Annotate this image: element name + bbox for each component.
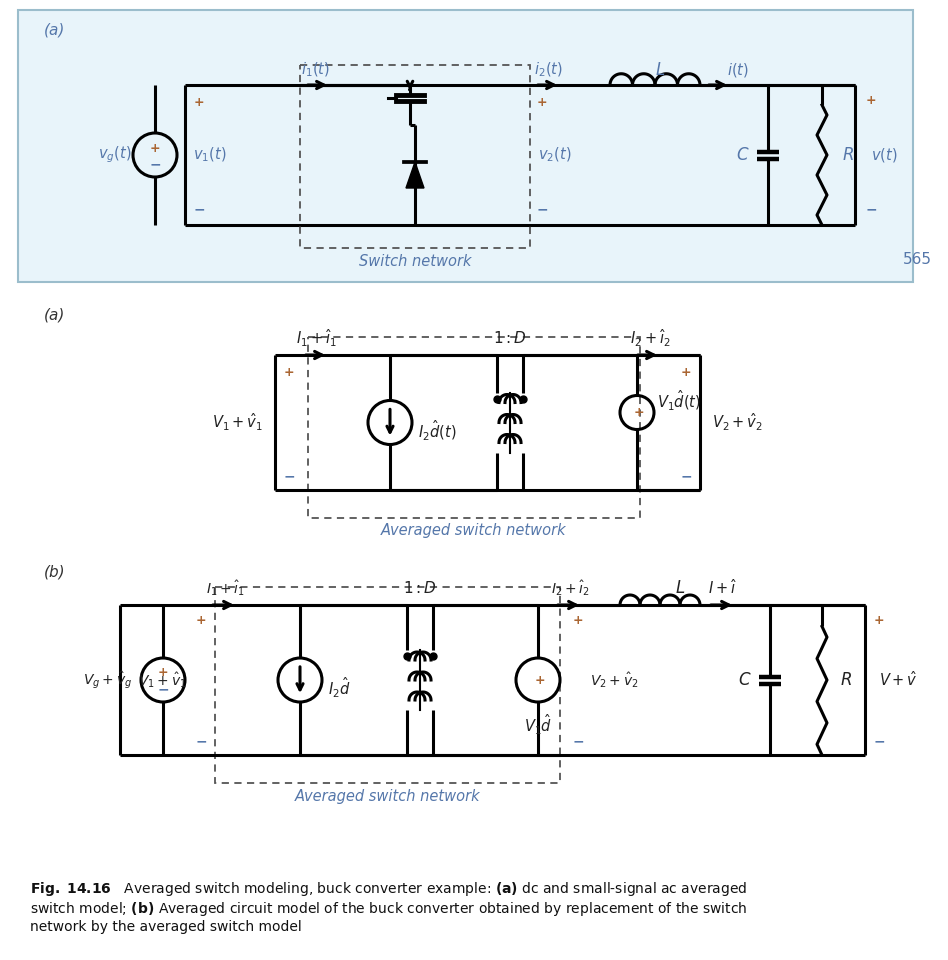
Text: $1 : D$: $1 : D$ [403, 580, 437, 596]
Text: $V_1\hat{d}$: $V_1\hat{d}$ [524, 712, 552, 736]
Text: −: − [283, 469, 295, 483]
Text: Averaged switch network: Averaged switch network [381, 523, 567, 539]
Text: $I_1 + \hat{\imath}_1$: $I_1 + \hat{\imath}_1$ [206, 578, 245, 598]
Text: −: − [537, 202, 548, 216]
Text: $V_1\hat{d}(t)$: $V_1\hat{d}(t)$ [657, 389, 702, 413]
Text: $L$: $L$ [675, 579, 685, 597]
Text: $C$: $C$ [738, 671, 752, 689]
Text: +: + [195, 614, 207, 628]
Text: +: + [193, 97, 205, 109]
Text: −: − [149, 157, 161, 171]
Text: +: + [283, 367, 294, 379]
Text: $i(t)$: $i(t)$ [727, 61, 749, 79]
Text: $V_1 + \hat{v}_1$: $V_1 + \hat{v}_1$ [211, 412, 263, 433]
Text: $I_1 + \hat{\imath}_1$: $I_1 + \hat{\imath}_1$ [296, 327, 337, 348]
Text: +: + [573, 614, 583, 628]
Text: $V + \hat{v}$: $V + \hat{v}$ [879, 671, 918, 689]
FancyBboxPatch shape [18, 10, 913, 282]
Text: $V_1 + \hat{v}_1$: $V_1 + \hat{v}_1$ [138, 670, 187, 690]
Text: switch model; $\mathbf{(b)}$ Averaged circuit model of the buck converter obtain: switch model; $\mathbf{(b)}$ Averaged ci… [30, 900, 747, 918]
Text: +: + [681, 367, 691, 379]
Text: −: − [157, 682, 169, 696]
Text: $v_1(t)$: $v_1(t)$ [193, 146, 227, 164]
Text: (a): (a) [44, 307, 65, 323]
Text: $R$: $R$ [840, 671, 852, 689]
Text: +: + [150, 141, 160, 155]
Text: +: + [535, 674, 545, 686]
Text: +: + [633, 406, 645, 419]
Text: $I_2 + \hat{\imath}_2$: $I_2 + \hat{\imath}_2$ [629, 327, 670, 348]
Text: 565: 565 [903, 252, 932, 268]
Text: (a): (a) [44, 22, 65, 37]
Text: $i_1(t)$: $i_1(t)$ [301, 60, 329, 80]
Text: $I + \hat{\imath}$: $I + \hat{\imath}$ [707, 579, 737, 597]
Text: +: + [537, 97, 547, 109]
Polygon shape [406, 162, 424, 188]
Text: $1 : D$: $1 : D$ [493, 330, 527, 346]
Text: $I_2 + \hat{\imath}_2$: $I_2 + \hat{\imath}_2$ [551, 578, 590, 598]
Text: +: + [874, 614, 884, 628]
Text: $I_2\hat{d}$: $I_2\hat{d}$ [328, 676, 351, 700]
Text: $C$: $C$ [737, 146, 750, 164]
Text: +: + [157, 666, 169, 680]
Text: $v(t)$: $v(t)$ [871, 146, 898, 164]
Text: Averaged switch network: Averaged switch network [295, 788, 481, 804]
Text: $v_g(t)$: $v_g(t)$ [99, 145, 132, 165]
Text: $V_2 + \hat{v}_2$: $V_2 + \hat{v}_2$ [590, 670, 639, 690]
Text: Switch network: Switch network [358, 253, 471, 269]
Text: $L$: $L$ [655, 61, 665, 79]
Text: (b): (b) [44, 564, 65, 580]
Text: $I_2\hat{d}(t)$: $I_2\hat{d}(t)$ [418, 419, 456, 443]
Text: −: − [873, 734, 884, 748]
Text: $R$: $R$ [842, 146, 854, 164]
Text: $v_2(t)$: $v_2(t)$ [538, 146, 572, 164]
Text: $V_g + \hat{v}_g$: $V_g + \hat{v}_g$ [83, 669, 133, 691]
Text: $\mathbf{Fig.\ 14.16}$   Averaged switch modeling, buck converter example: $\mat: $\mathbf{Fig.\ 14.16}$ Averaged switch m… [30, 880, 747, 898]
Text: network by the averaged switch model: network by the averaged switch model [30, 920, 301, 934]
Text: −: − [573, 734, 584, 748]
Text: −: − [866, 202, 877, 216]
Text: −: − [680, 469, 692, 483]
Text: +: + [866, 94, 876, 108]
Text: −: − [193, 202, 205, 216]
Text: $i_2(t)$: $i_2(t)$ [534, 60, 562, 80]
Text: $V_2 + \hat{v}_2$: $V_2 + \hat{v}_2$ [712, 412, 763, 433]
Text: −: − [195, 734, 207, 748]
